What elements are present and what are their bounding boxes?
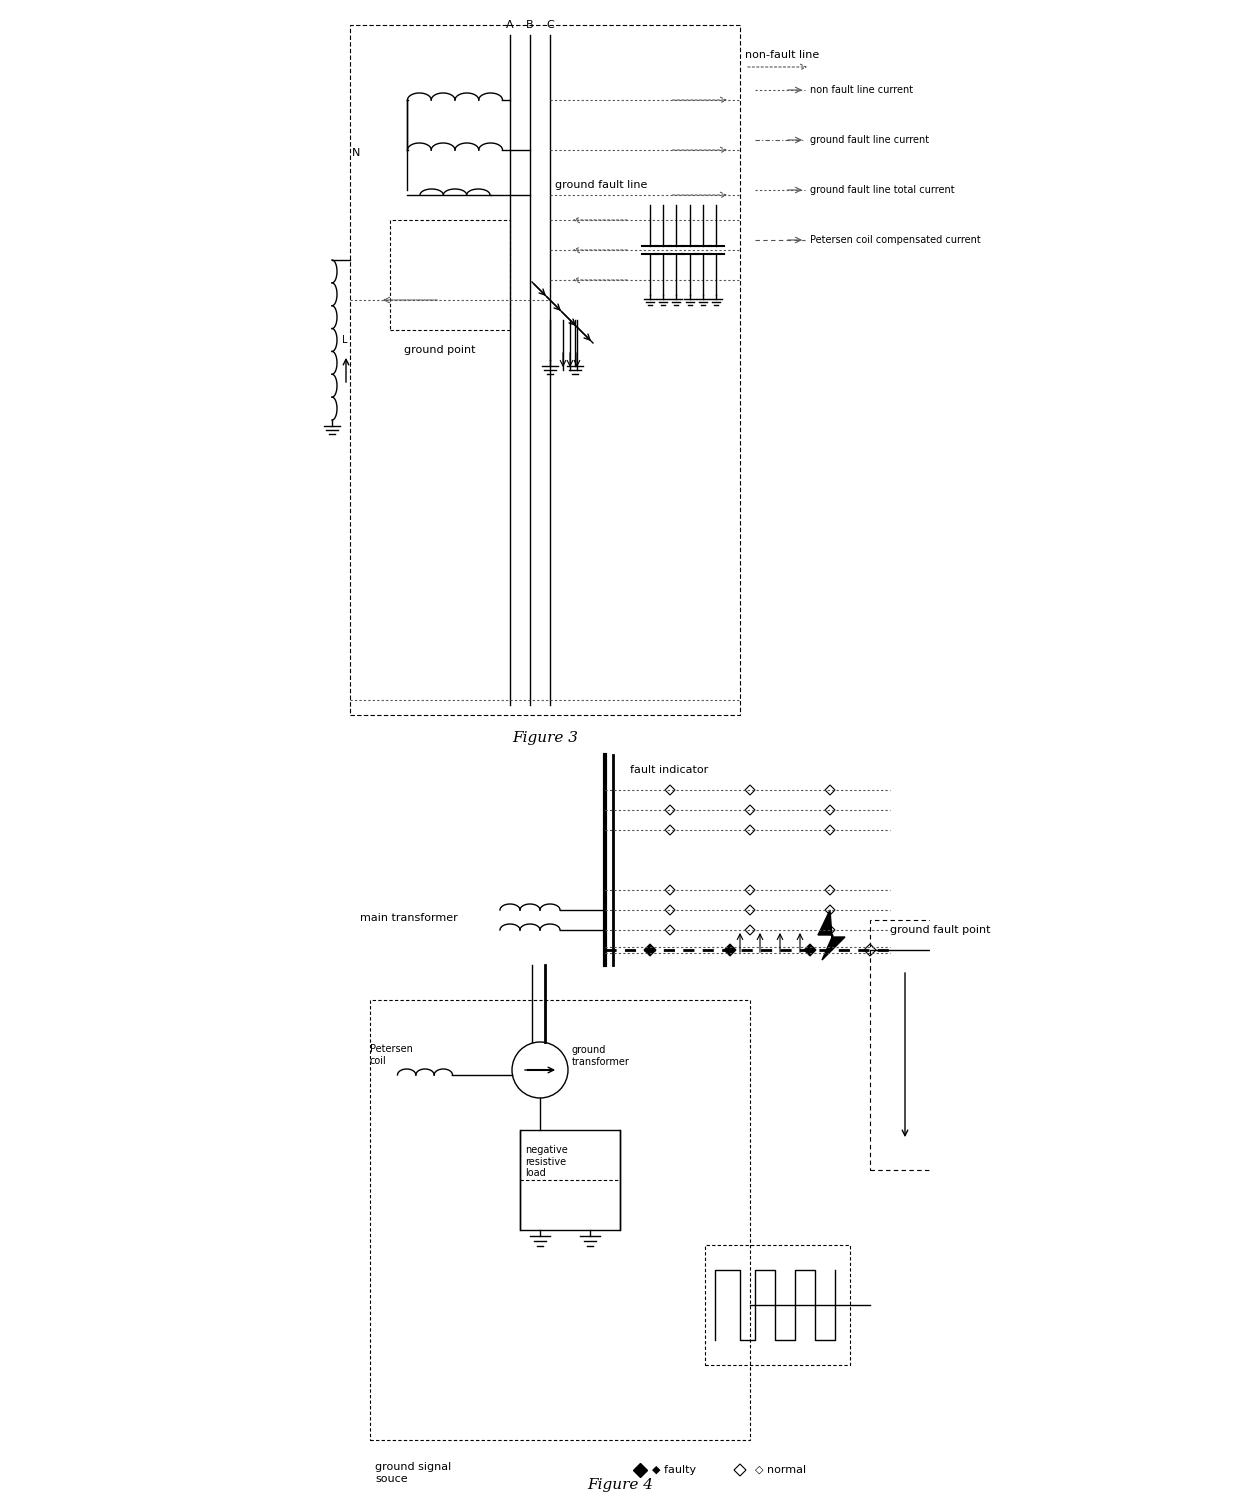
Polygon shape xyxy=(804,944,816,956)
Bar xyxy=(520,1130,620,1230)
Text: ground
transformer: ground transformer xyxy=(572,1046,630,1066)
Text: ground fault line current: ground fault line current xyxy=(810,135,929,146)
Text: Petersen coil compensated current: Petersen coil compensated current xyxy=(810,236,981,244)
Text: fault indicator: fault indicator xyxy=(630,765,708,776)
Polygon shape xyxy=(644,944,656,956)
Text: Figure 3: Figure 3 xyxy=(512,730,578,746)
Text: non fault line current: non fault line current xyxy=(810,86,913,94)
Polygon shape xyxy=(818,910,844,960)
Text: C: C xyxy=(546,20,554,30)
Text: B: B xyxy=(526,20,533,30)
Text: ground fault point: ground fault point xyxy=(890,926,991,934)
Text: A: A xyxy=(506,20,513,30)
Text: ◆ faulty: ◆ faulty xyxy=(652,1466,696,1474)
Bar xyxy=(391,220,510,330)
Bar xyxy=(370,1000,750,1440)
Text: N: N xyxy=(352,148,361,158)
Bar xyxy=(350,26,740,716)
Text: ground signal
souce: ground signal souce xyxy=(374,1462,451,1484)
Text: ground point: ground point xyxy=(404,345,476,355)
Text: main transformer: main transformer xyxy=(360,914,458,922)
Bar xyxy=(706,1245,849,1365)
Text: non-fault line: non-fault line xyxy=(745,50,820,60)
Text: negative
resistive
load: negative resistive load xyxy=(525,1144,568,1178)
Text: ground fault line total current: ground fault line total current xyxy=(810,184,955,195)
Text: Petersen
coil: Petersen coil xyxy=(370,1044,413,1066)
Text: ◇ normal: ◇ normal xyxy=(755,1466,806,1474)
Bar xyxy=(870,920,940,1170)
Polygon shape xyxy=(724,944,737,956)
Text: ground fault line: ground fault line xyxy=(556,180,647,190)
Text: L: L xyxy=(342,334,347,345)
Text: Figure 4: Figure 4 xyxy=(587,1478,653,1492)
